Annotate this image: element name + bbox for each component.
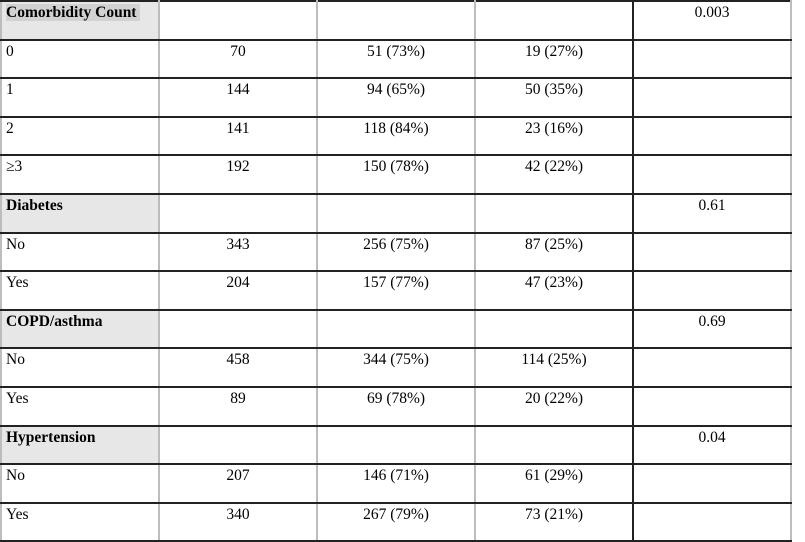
group1-cell: [317, 0, 476, 41]
n-cell: [159, 425, 318, 466]
group2-cell: 114 (25%): [475, 348, 634, 388]
row-label-cell: Yes: [0, 502, 160, 542]
p-value-cell: [633, 78, 792, 118]
p-value-cell: [633, 232, 792, 273]
p-value-cell: [633, 464, 792, 504]
group2-cell: 61 (29%): [475, 464, 634, 504]
group1-cell: 256 (75%): [317, 232, 476, 273]
data-row: No 458 344 (75%) 114 (25%): [0, 348, 792, 388]
section-row: Comorbidity Count 0.003: [0, 0, 792, 41]
group1-cell: 51 (73%): [317, 39, 476, 80]
p-value-cell: 0.003: [633, 0, 792, 41]
group1-cell: 94 (65%): [317, 78, 476, 118]
section-label-cell: COPD/asthma: [0, 309, 160, 350]
data-row: No 207 146 (71%) 61 (29%): [0, 464, 792, 504]
n-cell: 343: [159, 232, 318, 273]
selection-highlight: Comorbidity Count: [6, 4, 141, 21]
row-label-cell: Yes: [0, 386, 160, 427]
group1-cell: [317, 309, 476, 350]
group2-cell: 19 (27%): [475, 39, 634, 80]
group2-cell: 42 (22%): [475, 155, 634, 195]
row-label-cell: ≥3: [0, 155, 160, 195]
section-label-cell: Comorbidity Count: [0, 0, 160, 41]
row-label-cell: 0: [0, 39, 160, 80]
row-label-cell: No: [0, 464, 160, 504]
group1-cell: 267 (79%): [317, 502, 476, 542]
section-row: Hypertension 0.04: [0, 425, 792, 466]
data-row: ≥3 192 150 (78%) 42 (22%): [0, 155, 792, 195]
group2-cell: 47 (23%): [475, 271, 634, 311]
group2-cell: 23 (16%): [475, 116, 634, 157]
section-label-cell: Hypertension: [0, 425, 160, 466]
group2-cell: 50 (35%): [475, 78, 634, 118]
group1-cell: 146 (71%): [317, 464, 476, 504]
row-label-cell: No: [0, 348, 160, 388]
group2-cell: [475, 193, 634, 234]
group2-cell: [475, 309, 634, 350]
data-row: Yes 204 157 (77%) 47 (23%): [0, 271, 792, 311]
group1-cell: 118 (84%): [317, 116, 476, 157]
n-cell: [159, 193, 318, 234]
p-value-cell: 0.61: [633, 193, 792, 234]
data-row: Yes 89 69 (78%) 20 (22%): [0, 386, 792, 427]
data-row: 1 144 94 (65%) 50 (35%): [0, 78, 792, 118]
data-row: Yes 340 267 (79%) 73 (21%): [0, 502, 792, 542]
data-row: 2 141 118 (84%) 23 (16%): [0, 116, 792, 157]
section-row: Diabetes 0.61: [0, 193, 792, 234]
group1-cell: [317, 193, 476, 234]
group2-cell: 87 (25%): [475, 232, 634, 273]
group2-cell: [475, 425, 634, 466]
n-cell: 70: [159, 39, 318, 80]
p-value-cell: [633, 271, 792, 311]
group2-cell: 20 (22%): [475, 386, 634, 427]
group1-cell: 150 (78%): [317, 155, 476, 195]
p-value-cell: [633, 502, 792, 542]
p-value-cell: 0.04: [633, 425, 792, 466]
n-cell: 89: [159, 386, 318, 427]
row-label-cell: 2: [0, 116, 160, 157]
n-cell: [159, 0, 318, 41]
group1-cell: [317, 425, 476, 466]
n-cell: 207: [159, 464, 318, 504]
group2-cell: [475, 0, 634, 41]
section-label-cell: Diabetes: [0, 193, 160, 234]
row-label-cell: 1: [0, 78, 160, 118]
n-cell: 204: [159, 271, 318, 311]
p-value-cell: [633, 116, 792, 157]
n-cell: 192: [159, 155, 318, 195]
n-cell: 144: [159, 78, 318, 118]
section-row: COPD/asthma 0.69: [0, 309, 792, 350]
row-label-cell: No: [0, 232, 160, 273]
n-cell: [159, 309, 318, 350]
group1-cell: 69 (78%): [317, 386, 476, 427]
group1-cell: 157 (77%): [317, 271, 476, 311]
group1-cell: 344 (75%): [317, 348, 476, 388]
n-cell: 141: [159, 116, 318, 157]
n-cell: 340: [159, 502, 318, 542]
p-value-cell: [633, 155, 792, 195]
data-row: No 343 256 (75%) 87 (25%): [0, 232, 792, 273]
p-value-cell: [633, 348, 792, 388]
p-value-cell: 0.69: [633, 309, 792, 350]
p-value-cell: [633, 386, 792, 427]
group2-cell: 73 (21%): [475, 502, 634, 542]
p-value-cell: [633, 39, 792, 80]
data-row: 0 70 51 (73%) 19 (27%): [0, 39, 792, 80]
row-label-cell: Yes: [0, 271, 160, 311]
n-cell: 458: [159, 348, 318, 388]
